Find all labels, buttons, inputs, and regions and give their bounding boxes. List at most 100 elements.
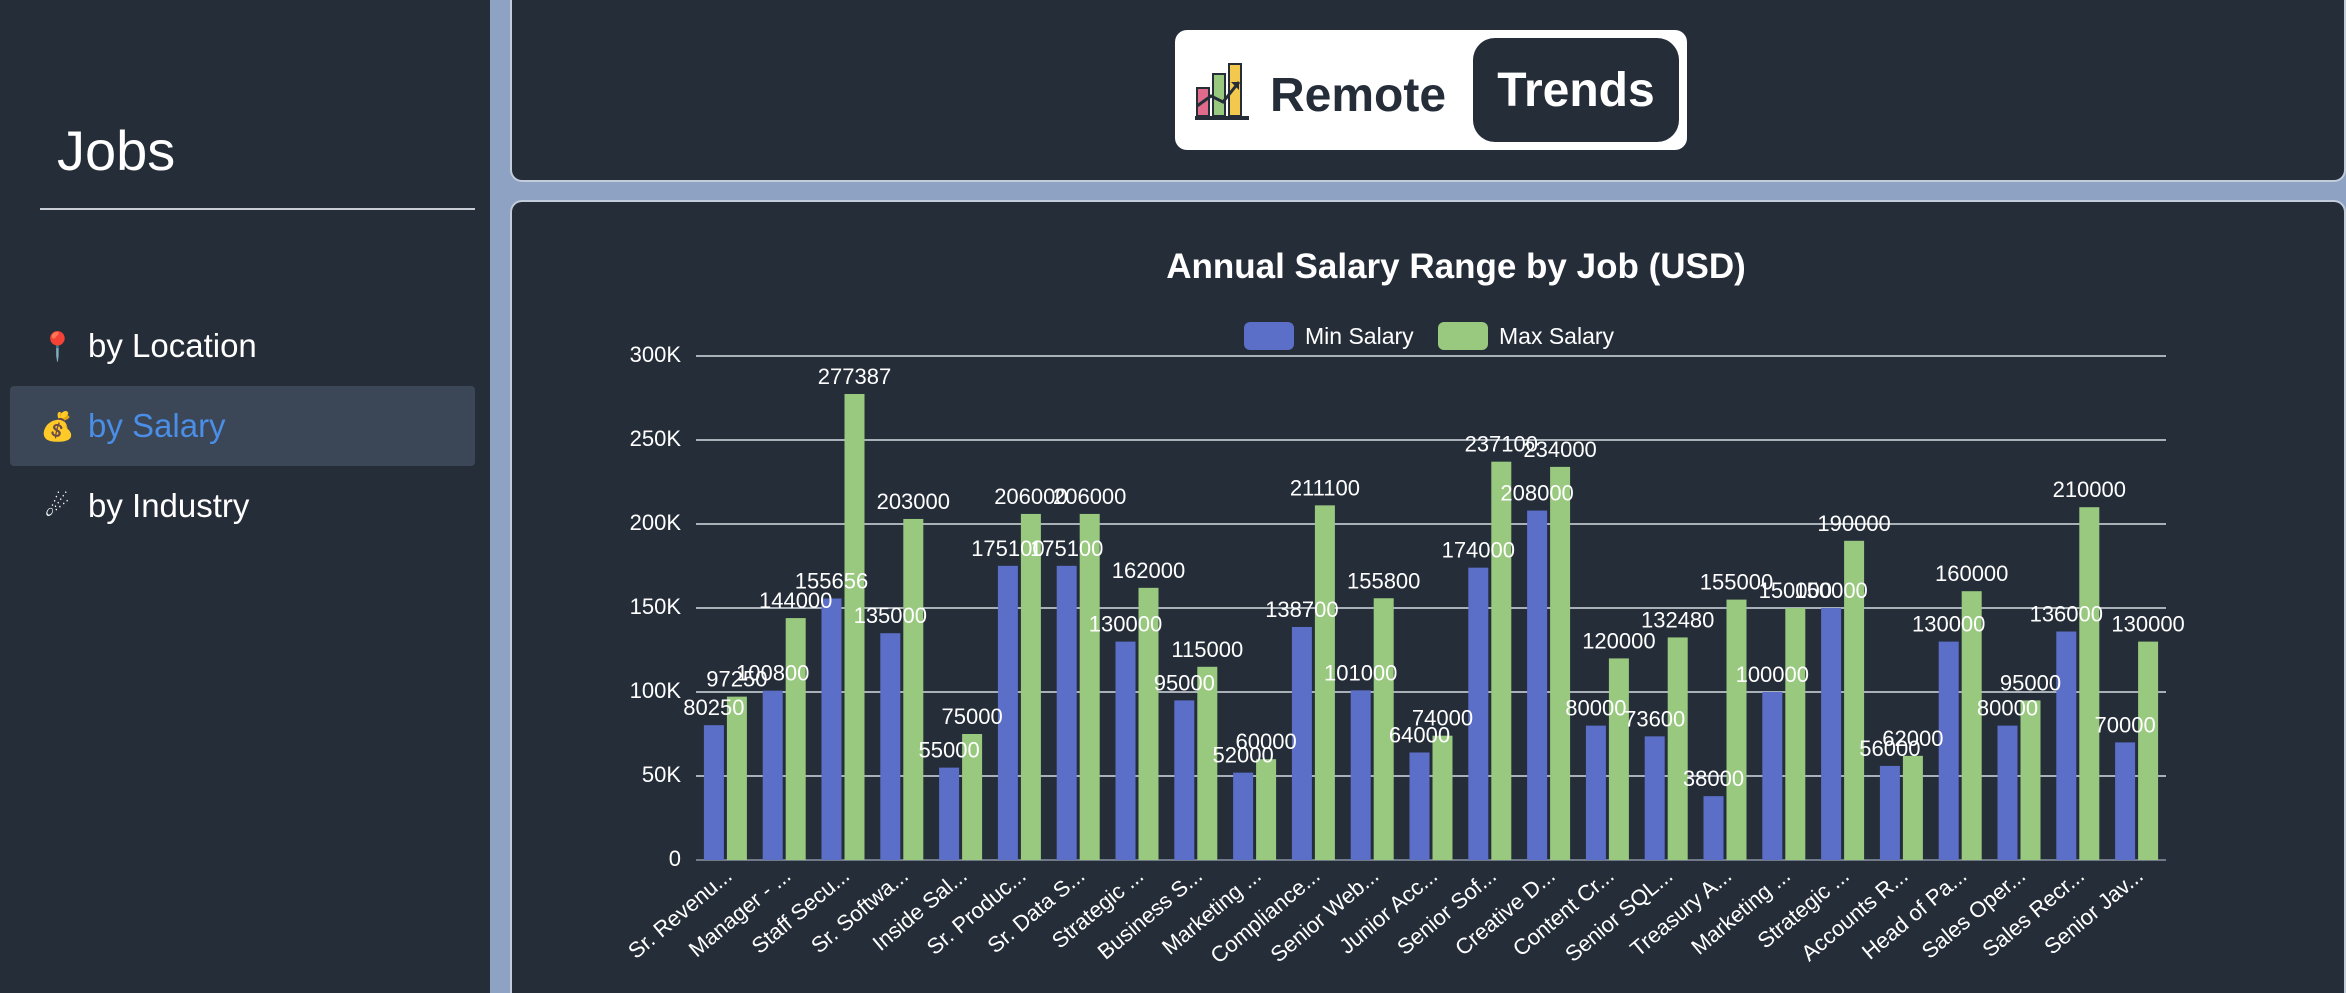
data-label: 203000 xyxy=(877,489,950,514)
chart-title: Annual Salary Range by Job (USD) xyxy=(1166,247,1746,286)
data-label: 97250 xyxy=(706,667,767,692)
data-label: 60000 xyxy=(1236,729,1297,754)
min-salary-bar xyxy=(1115,641,1136,860)
data-label: 175100 xyxy=(971,536,1044,561)
min-salary-bar xyxy=(1879,765,1900,860)
min-salary-bar xyxy=(1644,736,1665,860)
y-tick-label: 200K xyxy=(630,510,682,535)
nav-item-by-salary[interactable]: 💰 by Salary xyxy=(10,386,475,466)
min-salary-bar xyxy=(703,725,724,860)
max-salary-bar xyxy=(1197,666,1218,860)
max-salary-bar xyxy=(726,696,747,860)
max-salary-bar xyxy=(1138,587,1159,860)
data-label: 155000 xyxy=(1700,570,1773,595)
legend-label: Max Salary xyxy=(1499,323,1615,349)
min-salary-bar xyxy=(2056,631,2077,860)
data-label: 162000 xyxy=(1112,558,1185,583)
max-salary-bar xyxy=(1726,599,1747,860)
data-label: 55000 xyxy=(919,738,980,763)
max-salary-bar xyxy=(1079,513,1100,860)
data-label: 115000 xyxy=(1171,637,1243,662)
data-label: 80000 xyxy=(1977,696,2038,721)
money-bag-icon: 💰 xyxy=(40,410,75,442)
min-salary-bar xyxy=(821,598,842,860)
data-label: 130000 xyxy=(1089,612,1162,637)
max-salary-bar xyxy=(1785,608,1806,860)
min-salary-bar xyxy=(2115,742,2136,860)
max-salary-bar xyxy=(1256,759,1277,860)
data-label: 52000 xyxy=(1213,743,1274,768)
data-label: 100000 xyxy=(1736,662,1809,687)
data-label: 130000 xyxy=(2111,612,2184,637)
legend-swatch xyxy=(1244,322,1294,350)
nav-item-by-industry[interactable]: ☄ by Industry xyxy=(10,466,475,546)
brand-logo-box[interactable]: Remote Trends xyxy=(1175,30,1687,150)
data-label: 150000 xyxy=(1794,578,1867,603)
data-label: 237100 xyxy=(1465,432,1538,457)
max-salary-bar xyxy=(1432,735,1453,860)
data-label: 95000 xyxy=(1154,670,1215,695)
brand-trends-label: Trends xyxy=(1473,38,1679,142)
data-label: 210000 xyxy=(2053,477,2126,502)
data-label: 64000 xyxy=(1389,722,1450,747)
data-label: 150000 xyxy=(1759,578,1832,603)
data-label: 130000 xyxy=(1912,612,1985,637)
nav-item-label: by Industry xyxy=(88,487,250,524)
max-salary-bar xyxy=(2138,641,2159,860)
min-salary-bar xyxy=(1233,772,1254,860)
min-salary-bar xyxy=(1409,752,1430,860)
min-salary-bar xyxy=(1350,690,1371,860)
data-label: 138700 xyxy=(1265,597,1338,622)
data-label: 135000 xyxy=(854,603,927,628)
data-label: 277387 xyxy=(818,364,891,389)
nav-item-by-location[interactable]: 📍 by Location xyxy=(10,306,475,386)
min-salary-bar xyxy=(1821,608,1842,860)
data-label: 211100 xyxy=(1290,475,1360,500)
max-salary-bar xyxy=(1550,466,1571,860)
data-label: 174000 xyxy=(1442,538,1515,563)
min-salary-bar xyxy=(1174,700,1195,860)
sidebar: Jobs 📍 by Location 💰 by Salary ☄ by Indu… xyxy=(0,0,490,993)
data-label: 80250 xyxy=(683,695,744,720)
y-tick-label: 250K xyxy=(630,426,682,451)
data-label: 120000 xyxy=(1582,628,1655,653)
header-card: Remote Trends xyxy=(510,0,2346,182)
chart-logo-icon xyxy=(1195,63,1249,120)
min-salary-bar xyxy=(1997,725,2018,860)
min-salary-bar xyxy=(997,565,1018,860)
data-label: 75000 xyxy=(942,704,1003,729)
data-label: 100800 xyxy=(736,661,809,686)
chart-legend: Min Salary Max Salary xyxy=(1244,322,1615,350)
max-salary-bar xyxy=(1491,461,1512,860)
data-label: 132480 xyxy=(1641,607,1714,632)
legend-label: Min Salary xyxy=(1305,323,1414,349)
data-label: 175100 xyxy=(1030,536,1103,561)
pin-icon: 📍 xyxy=(40,330,75,362)
legend-swatch xyxy=(1438,322,1488,350)
min-salary-bar xyxy=(762,690,783,860)
y-tick-label: 300K xyxy=(630,342,682,367)
industry-icon: ☄ xyxy=(44,490,70,522)
min-salary-bar xyxy=(1291,626,1312,860)
max-salary-bar xyxy=(2079,507,2100,860)
max-salary-bar xyxy=(785,618,806,860)
min-salary-bar xyxy=(1762,692,1783,860)
data-label: 101000 xyxy=(1324,660,1397,685)
data-label: 95000 xyxy=(2000,670,2061,695)
max-salary-bar xyxy=(1667,637,1688,860)
y-tick-label: 150K xyxy=(630,594,682,619)
max-salary-bar xyxy=(1373,598,1394,860)
data-label: 208000 xyxy=(1500,481,1573,506)
data-label: 144000 xyxy=(759,588,832,613)
data-label: 234000 xyxy=(1523,437,1596,462)
chart-card: Annual Salary Range by Job (USD) Min Sal… xyxy=(510,200,2346,993)
sidebar-title: Jobs xyxy=(57,119,176,182)
max-salary-bar xyxy=(1961,591,1982,860)
data-label: 206000 xyxy=(1053,484,1126,509)
min-salary-bar xyxy=(1938,641,1959,860)
data-label: 206000 xyxy=(994,484,1067,509)
max-salary-bar xyxy=(1902,755,1923,860)
max-salary-bar xyxy=(1314,505,1335,860)
y-tick-label: 50K xyxy=(642,762,681,787)
